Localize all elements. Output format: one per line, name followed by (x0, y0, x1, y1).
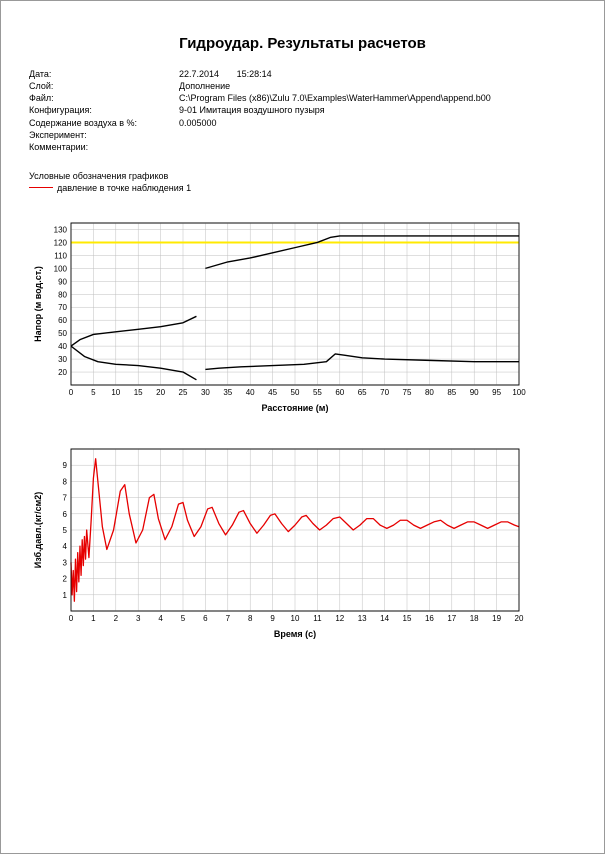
legend-item-1: давление в точке наблюдения 1 (29, 183, 576, 193)
svg-text:100: 100 (512, 388, 526, 397)
svg-text:5: 5 (91, 388, 96, 397)
meta-comm-label: Комментарии: (29, 141, 179, 153)
chart-1: 0 5 10 15 20 25 30 35 40 45 50 55 60 65 70 75 80 85 90 95 10… (29, 215, 529, 415)
svg-text:11: 11 (313, 614, 322, 623)
svg-text:14: 14 (380, 614, 389, 623)
svg-text:13: 13 (358, 614, 367, 623)
meta-time: 15:28:14 (237, 69, 272, 79)
svg-text:15: 15 (134, 388, 143, 397)
svg-text:0: 0 (69, 388, 74, 397)
svg-text:50: 50 (58, 329, 67, 338)
meta-file-value: C:\Program Files (x86)\Zulu 7.0\Examples… (179, 92, 576, 104)
svg-text:Время (с): Время (с) (274, 629, 316, 639)
svg-text:95: 95 (492, 388, 501, 397)
svg-text:19: 19 (492, 614, 501, 623)
svg-text:40: 40 (246, 388, 255, 397)
legend-item-1-label: давление в точке наблюдения 1 (57, 183, 191, 193)
svg-text:30: 30 (58, 355, 67, 364)
svg-text:65: 65 (358, 388, 367, 397)
meta-exp-label: Эксперимент: (29, 129, 179, 141)
svg-text:2: 2 (114, 614, 119, 623)
meta-file-label: Файл: (29, 92, 179, 104)
svg-text:60: 60 (58, 316, 67, 325)
svg-text:20: 20 (58, 368, 67, 377)
legend-line-icon (29, 187, 53, 188)
svg-text:35: 35 (223, 388, 232, 397)
meta-config-label: Конфигурация: (29, 104, 179, 116)
svg-text:110: 110 (54, 251, 67, 260)
meta-comm-value (179, 141, 576, 153)
svg-text:6: 6 (203, 614, 208, 623)
svg-text:70: 70 (380, 388, 389, 397)
svg-text:1: 1 (91, 614, 96, 623)
svg-text:20: 20 (515, 614, 524, 623)
chart-1-wrap: 0 5 10 15 20 25 30 35 40 45 50 55 60 65 70 75 80 85 90 95 10… (29, 215, 576, 415)
svg-text:Напор (м вод.ст.): Напор (м вод.ст.) (33, 266, 43, 342)
meta-date-value: 22.7.2014 15:28:14 (179, 68, 576, 80)
svg-text:16: 16 (425, 614, 434, 623)
svg-text:90: 90 (470, 388, 479, 397)
svg-text:3: 3 (63, 558, 68, 567)
svg-text:10: 10 (291, 614, 300, 623)
svg-text:40: 40 (58, 342, 67, 351)
meta-block: Дата: 22.7.2014 15:28:14 Слой: Дополнени… (29, 68, 576, 153)
chart-2: 0123456789101112131415161718192012345678… (29, 441, 529, 641)
svg-text:45: 45 (268, 388, 277, 397)
meta-config-value: 9-01 Имитация воздушного пузыря (179, 104, 576, 116)
svg-text:60: 60 (335, 388, 344, 397)
svg-text:80: 80 (425, 388, 434, 397)
svg-text:100: 100 (54, 264, 68, 273)
svg-text:25: 25 (179, 388, 188, 397)
svg-text:5: 5 (63, 526, 68, 535)
svg-text:4: 4 (158, 614, 163, 623)
svg-text:Расстояние (м): Расстояние (м) (262, 403, 329, 413)
svg-text:9: 9 (63, 461, 68, 470)
page-title: Гидроудар. Результаты расчетов (29, 35, 576, 52)
svg-text:5: 5 (181, 614, 186, 623)
svg-text:70: 70 (58, 303, 67, 312)
svg-text:8: 8 (248, 614, 253, 623)
report-page: Гидроудар. Результаты расчетов Дата: 22.… (0, 0, 605, 854)
meta-layer-label: Слой: (29, 80, 179, 92)
svg-text:50: 50 (291, 388, 300, 397)
meta-air-value: 0.005000 (179, 117, 576, 129)
svg-text:18: 18 (470, 614, 479, 623)
svg-text:17: 17 (447, 614, 456, 623)
svg-text:20: 20 (156, 388, 165, 397)
meta-date: 22.7.2014 (179, 69, 219, 79)
legend-heading: Условные обозначения графиков (29, 171, 576, 181)
svg-text:1: 1 (63, 591, 68, 600)
svg-text:3: 3 (136, 614, 141, 623)
svg-text:7: 7 (226, 614, 231, 623)
svg-text:4: 4 (63, 542, 68, 551)
svg-text:75: 75 (403, 388, 412, 397)
svg-text:80: 80 (58, 290, 67, 299)
svg-text:2: 2 (63, 575, 68, 584)
meta-layer-value: Дополнение (179, 80, 576, 92)
meta-exp-value (179, 129, 576, 141)
svg-text:12: 12 (335, 614, 344, 623)
svg-text:120: 120 (54, 238, 68, 247)
svg-text:9: 9 (270, 614, 275, 623)
svg-text:0: 0 (69, 614, 74, 623)
chart-2-wrap: 0123456789101112131415161718192012345678… (29, 441, 576, 641)
svg-text:130: 130 (54, 225, 68, 234)
svg-text:7: 7 (63, 494, 68, 503)
svg-text:Изб.давл.(кг/см2): Изб.давл.(кг/см2) (33, 492, 43, 569)
svg-text:30: 30 (201, 388, 210, 397)
svg-text:55: 55 (313, 388, 322, 397)
legend-block: Условные обозначения графиков давление в… (29, 171, 576, 193)
svg-text:85: 85 (447, 388, 456, 397)
svg-text:15: 15 (403, 614, 412, 623)
meta-date-label: Дата: (29, 68, 179, 80)
svg-text:6: 6 (63, 510, 68, 519)
svg-text:10: 10 (111, 388, 120, 397)
svg-text:8: 8 (63, 477, 68, 486)
svg-text:90: 90 (58, 277, 67, 286)
meta-air-label: Содержание воздуха в %: (29, 117, 179, 129)
